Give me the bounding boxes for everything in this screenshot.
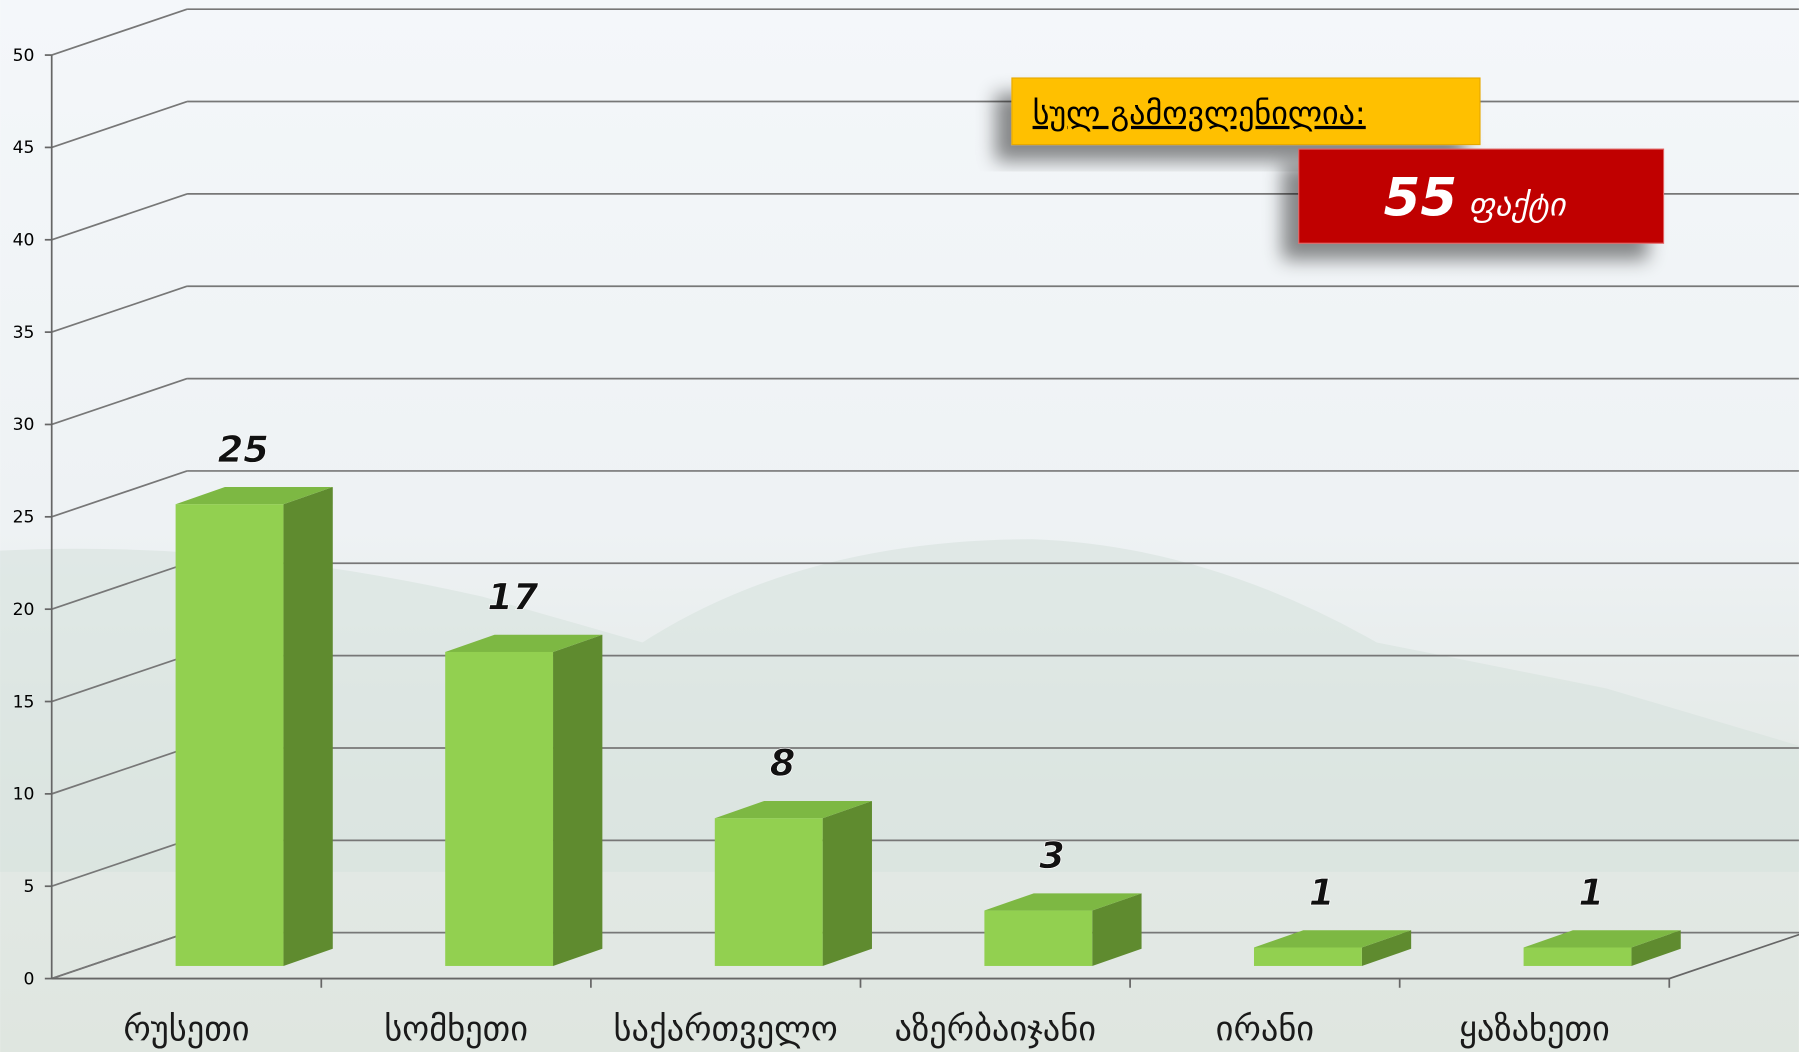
bar [1523, 947, 1632, 966]
bar-top [1523, 930, 1681, 948]
bar-top [1253, 930, 1412, 948]
x-tick-label: სომხეთი [384, 1010, 528, 1050]
side-grid-line [51, 100, 188, 149]
value-label: 3 [1039, 834, 1065, 877]
x-tick-label: აზერბაიჯანი [895, 1010, 1097, 1050]
bar-side [1361, 930, 1412, 966]
y-tick-label: 50 [13, 46, 35, 66]
bar [1253, 947, 1362, 966]
y-tick-label: 35 [13, 323, 35, 343]
value-label: 17 [487, 576, 539, 619]
value-label: 8 [770, 742, 796, 785]
y-tick-label: 0 [24, 969, 35, 989]
bar-side [1092, 893, 1142, 966]
side-grid-line [51, 193, 188, 241]
value-label: 1 [1309, 871, 1335, 914]
y-tick-label: 30 [13, 415, 35, 435]
side-grid-line [51, 377, 188, 426]
x-tick-label: ყაზახეთი [1459, 1010, 1610, 1050]
bar-top [445, 634, 603, 652]
side-grid-line [51, 470, 188, 518]
x-tick-label: რუსეთი [123, 1010, 249, 1050]
bar [175, 504, 284, 966]
total-unit: ფაქტი [1469, 186, 1568, 224]
side-grid-line [51, 747, 188, 795]
annotation-label: სულ გამოვლენილია: [1033, 94, 1366, 132]
x-tick-label: საქართველო [614, 1010, 838, 1050]
annotation-box [1011, 77, 1481, 146]
bar-side [553, 634, 603, 966]
side-grid-line [51, 931, 188, 980]
side-grid-line [51, 562, 188, 610]
bar-top [714, 800, 872, 819]
total-box [1298, 148, 1665, 244]
total-value: 55 [1384, 168, 1457, 229]
bar-side [1631, 930, 1681, 966]
bar-top [984, 893, 1142, 911]
bar [984, 910, 1093, 966]
side-grid-line [51, 654, 188, 703]
y-tick-label: 40 [13, 231, 35, 251]
value-label: 25 [218, 428, 269, 471]
y-tick-label: 25 [13, 508, 35, 528]
bar-side [822, 800, 872, 966]
y-tick-label: 10 [13, 785, 35, 805]
bar [714, 818, 823, 966]
y-tick-label: 5 [24, 877, 35, 897]
y-tick-label: 15 [13, 692, 35, 712]
bar [445, 651, 554, 966]
value-label: 1 [1578, 871, 1604, 914]
y-tick-label: 45 [13, 138, 35, 158]
side-grid-line [51, 285, 188, 333]
side-grid-line [51, 839, 188, 888]
bar-side [283, 486, 333, 966]
bar-top [175, 486, 333, 505]
y-tick-label: 20 [13, 600, 35, 620]
side-grid-line [51, 8, 188, 56]
x-tick-label: ირანი [1216, 1010, 1314, 1050]
